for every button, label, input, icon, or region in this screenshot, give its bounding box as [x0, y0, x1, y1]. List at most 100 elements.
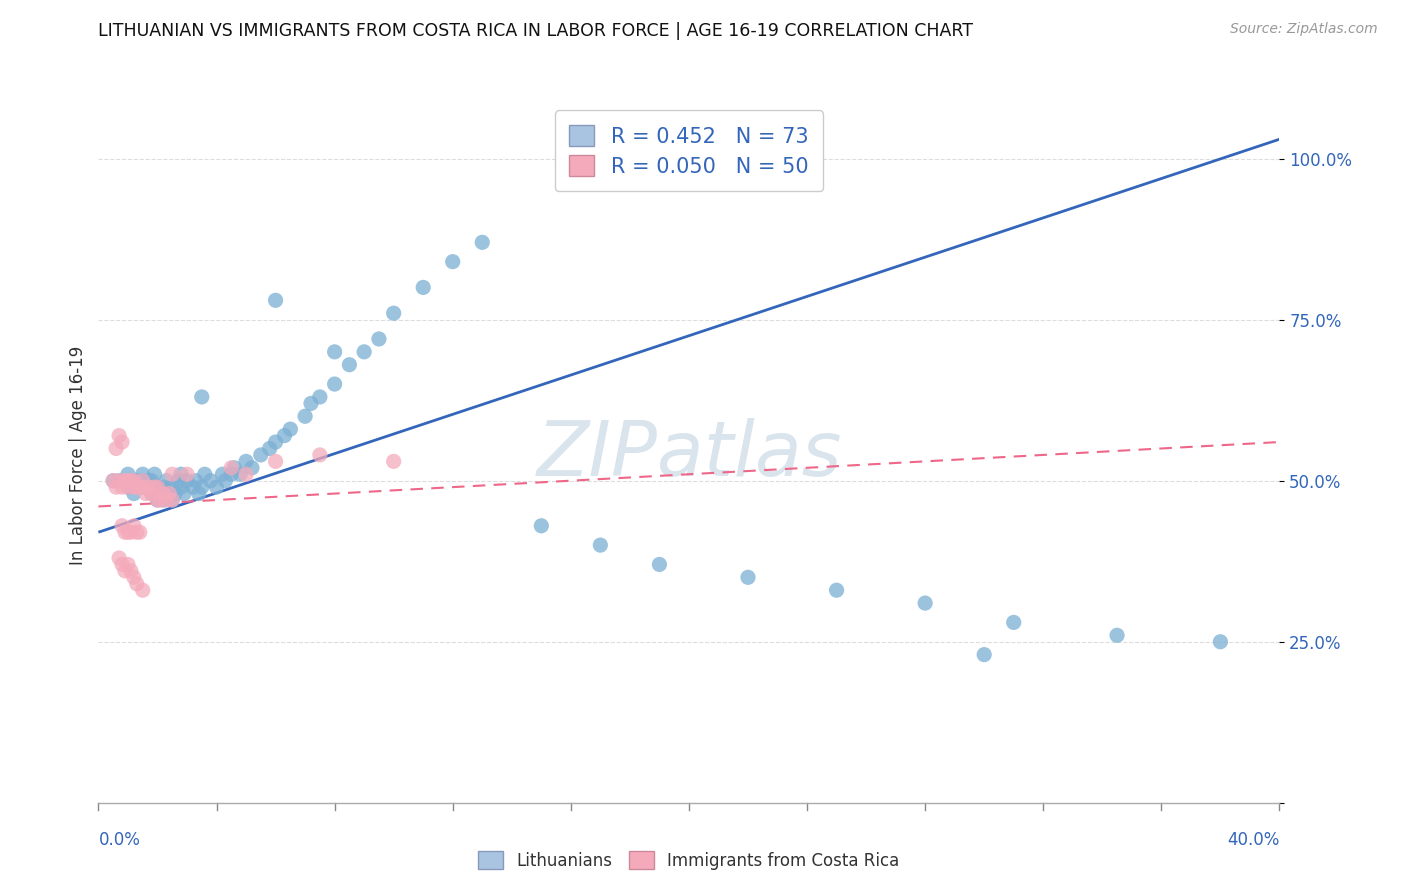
Point [309, 448, 332, 462]
Point [299, 396, 322, 410]
Point [264, 435, 287, 450]
Point [117, 525, 139, 540]
Point [250, 448, 273, 462]
Point [114, 564, 136, 578]
Point [132, 480, 155, 494]
Point [205, 480, 228, 494]
Point [224, 460, 246, 475]
Point [135, 480, 157, 494]
Point [117, 480, 139, 494]
Point [117, 467, 139, 482]
Point [181, 480, 204, 494]
Text: LITHUANIAN VS IMMIGRANTS FROM COSTA RICA IN LABOR FORCE | AGE 16-19 CORRELATION : LITHUANIAN VS IMMIGRANTS FROM COSTA RICA… [98, 22, 973, 40]
Point [117, 558, 139, 572]
Point [125, 474, 148, 488]
Point [211, 467, 233, 482]
Point [128, 525, 150, 540]
Point [412, 280, 434, 294]
Point [108, 428, 131, 442]
Point [120, 474, 142, 488]
Point [530, 518, 553, 533]
Point [132, 583, 155, 598]
Point [589, 538, 612, 552]
Point [191, 390, 214, 404]
Point [187, 486, 209, 500]
Point [117, 480, 139, 494]
Point [125, 576, 148, 591]
Point [309, 390, 332, 404]
Point [214, 474, 236, 488]
Point [103, 474, 125, 488]
Point [165, 486, 187, 500]
Point [114, 474, 136, 488]
Text: ZIPatlas: ZIPatlas [536, 418, 842, 491]
Point [152, 493, 174, 508]
Point [323, 344, 346, 359]
Point [382, 306, 405, 320]
Point [122, 486, 145, 500]
Point [155, 493, 177, 508]
Point [264, 293, 287, 308]
Point [108, 474, 131, 488]
Point [155, 474, 177, 488]
Point [273, 428, 295, 442]
Point [125, 525, 148, 540]
Point [132, 467, 155, 482]
Point [122, 474, 145, 488]
Point [146, 480, 169, 494]
Point [162, 493, 183, 508]
Point [149, 493, 172, 508]
Point [176, 474, 198, 488]
Point [117, 474, 139, 488]
Point [103, 474, 125, 488]
Point [176, 467, 198, 482]
Text: 0.0%: 0.0% [98, 830, 141, 848]
Point [132, 474, 155, 488]
Point [152, 480, 174, 494]
Point [120, 564, 142, 578]
Point [219, 460, 242, 475]
Point [337, 358, 360, 372]
Point [1105, 628, 1128, 642]
Y-axis label: In Labor Force | Age 16-19: In Labor Force | Age 16-19 [69, 345, 87, 565]
Point [368, 332, 391, 346]
Point [200, 474, 222, 488]
Point [235, 467, 257, 482]
Point [162, 467, 183, 482]
Point [441, 254, 464, 268]
Point [825, 583, 848, 598]
Point [132, 480, 155, 494]
Point [146, 480, 169, 494]
Point [108, 551, 131, 566]
Point [125, 480, 148, 494]
Point [146, 493, 169, 508]
Point [162, 493, 183, 508]
Point [353, 344, 375, 359]
Point [157, 486, 180, 500]
Point [111, 558, 134, 572]
Point [111, 480, 134, 494]
Point [194, 467, 217, 482]
Point [122, 474, 145, 488]
Point [138, 474, 160, 488]
Point [105, 442, 128, 456]
Point [122, 518, 145, 533]
Point [143, 480, 166, 494]
Point [157, 486, 180, 500]
Point [471, 235, 494, 250]
Point [264, 454, 287, 468]
Point [184, 474, 207, 488]
Point [111, 435, 134, 450]
Point [132, 474, 155, 488]
Point [141, 474, 163, 488]
Point [323, 377, 346, 392]
Point [170, 467, 193, 482]
Point [122, 570, 145, 584]
Point [111, 518, 134, 533]
Point [146, 493, 169, 508]
Legend: Lithuanians, Immigrants from Costa Rica: Lithuanians, Immigrants from Costa Rica [470, 843, 908, 878]
Point [128, 480, 150, 494]
Point [259, 442, 281, 456]
Point [138, 480, 160, 494]
Point [141, 486, 163, 500]
